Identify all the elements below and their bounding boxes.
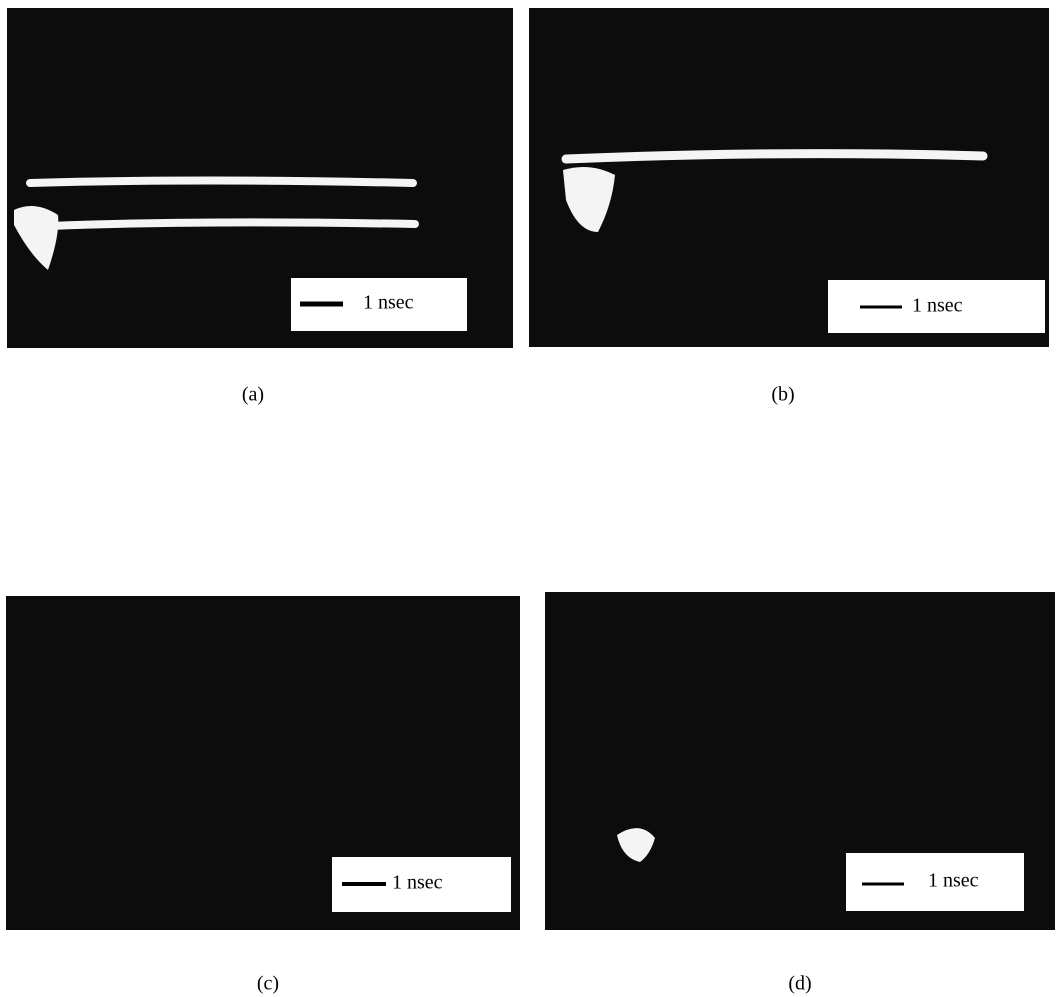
- panel-label: (a): [242, 384, 264, 406]
- trace: [30, 181, 413, 184]
- scale-label: 1 nsec: [392, 872, 443, 894]
- panel-label: (c): [257, 973, 279, 995]
- trace: [566, 154, 983, 159]
- trace: [50, 222, 415, 226]
- page: 1 nsec 1 nsec 1 nsec 1 nsec (a) (b) (c) …: [0, 0, 1056, 997]
- figure: 1 nsec 1 nsec 1 nsec 1 nsec (a) (b) (c) …: [0, 0, 1056, 997]
- panel-label: (d): [788, 973, 811, 995]
- panel-label: (b): [771, 384, 794, 406]
- scale-label: 1 nsec: [928, 870, 979, 892]
- scale-label: 1 nsec: [912, 295, 963, 317]
- scale-label: 1 nsec: [363, 292, 414, 314]
